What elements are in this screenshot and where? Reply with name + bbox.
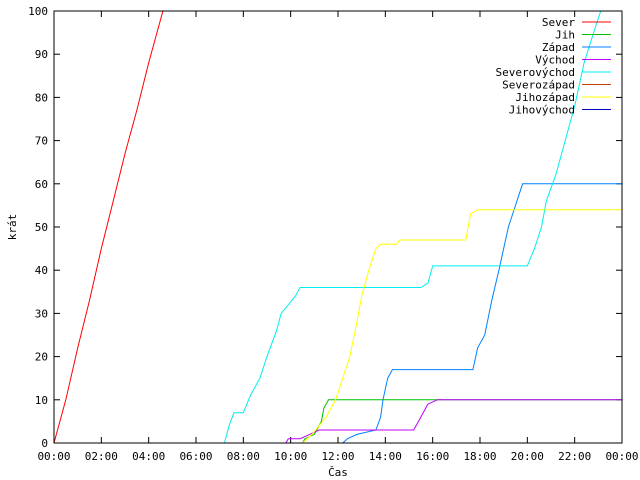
x-tick-label: 20:00 [511, 450, 544, 463]
x-tick-label: 22:00 [558, 450, 591, 463]
x-tick-label: 00:00 [37, 450, 70, 463]
series-line-2 [302, 399, 622, 444]
legend-label: Severovýchod [496, 66, 575, 79]
y-tick-label: 10 [35, 394, 48, 407]
plot-frame [53, 10, 623, 444]
series-line-3 [342, 183, 622, 444]
legend: SeverJihZápadVýchodSeverovýchodSeverozáp… [496, 16, 611, 117]
x-tick-label: 12:00 [321, 450, 354, 463]
y-tick-label: 70 [35, 135, 48, 148]
y-tick-label: 90 [35, 48, 48, 61]
series-line-4 [285, 399, 622, 444]
y-tick-label: 100 [28, 5, 48, 18]
y-tick-label: 80 [35, 91, 48, 104]
x-tick-label: 18:00 [463, 450, 496, 463]
series-line-1 [53, 10, 164, 444]
axis-ticks: 0 10 20 30 40 50 60 70 80 90 100 00:00 02:00 04:00 06:… [28, 5, 638, 463]
x-tick-label: 16:00 [416, 450, 449, 463]
legend-label: Sever [542, 16, 575, 29]
x-tick-label: 00:00 [605, 450, 638, 463]
x-tick-label: 02:00 [85, 450, 118, 463]
y-tick-label: 20 [35, 351, 48, 364]
x-tick-label: 08:00 [227, 450, 260, 463]
x-tick-label: 14:00 [369, 450, 402, 463]
y-tick-label: 50 [35, 221, 48, 234]
legend-label: Východ [535, 54, 575, 67]
x-axis-label: Čas [328, 466, 348, 479]
legend-label: Jihovýchod [509, 104, 575, 117]
legend-label: Severozápad [502, 79, 575, 92]
legend-label: Jihozápad [515, 91, 575, 104]
y-axis-label: krát [6, 214, 19, 241]
y-tick-label: 60 [35, 178, 48, 191]
legend-label: Jih [555, 29, 575, 42]
x-tick-label: 04:00 [132, 450, 165, 463]
y-tick-label: 30 [35, 307, 48, 320]
y-tick-label: 0 [41, 437, 48, 450]
series-line-7 [302, 209, 622, 444]
x-tick-label: 06:00 [179, 450, 212, 463]
series-line-5 [223, 10, 602, 444]
x-tick-label: 10:00 [274, 450, 307, 463]
legend-label: Západ [542, 41, 575, 54]
series-lines [53, 10, 622, 444]
y-tick-label: 40 [35, 264, 48, 277]
